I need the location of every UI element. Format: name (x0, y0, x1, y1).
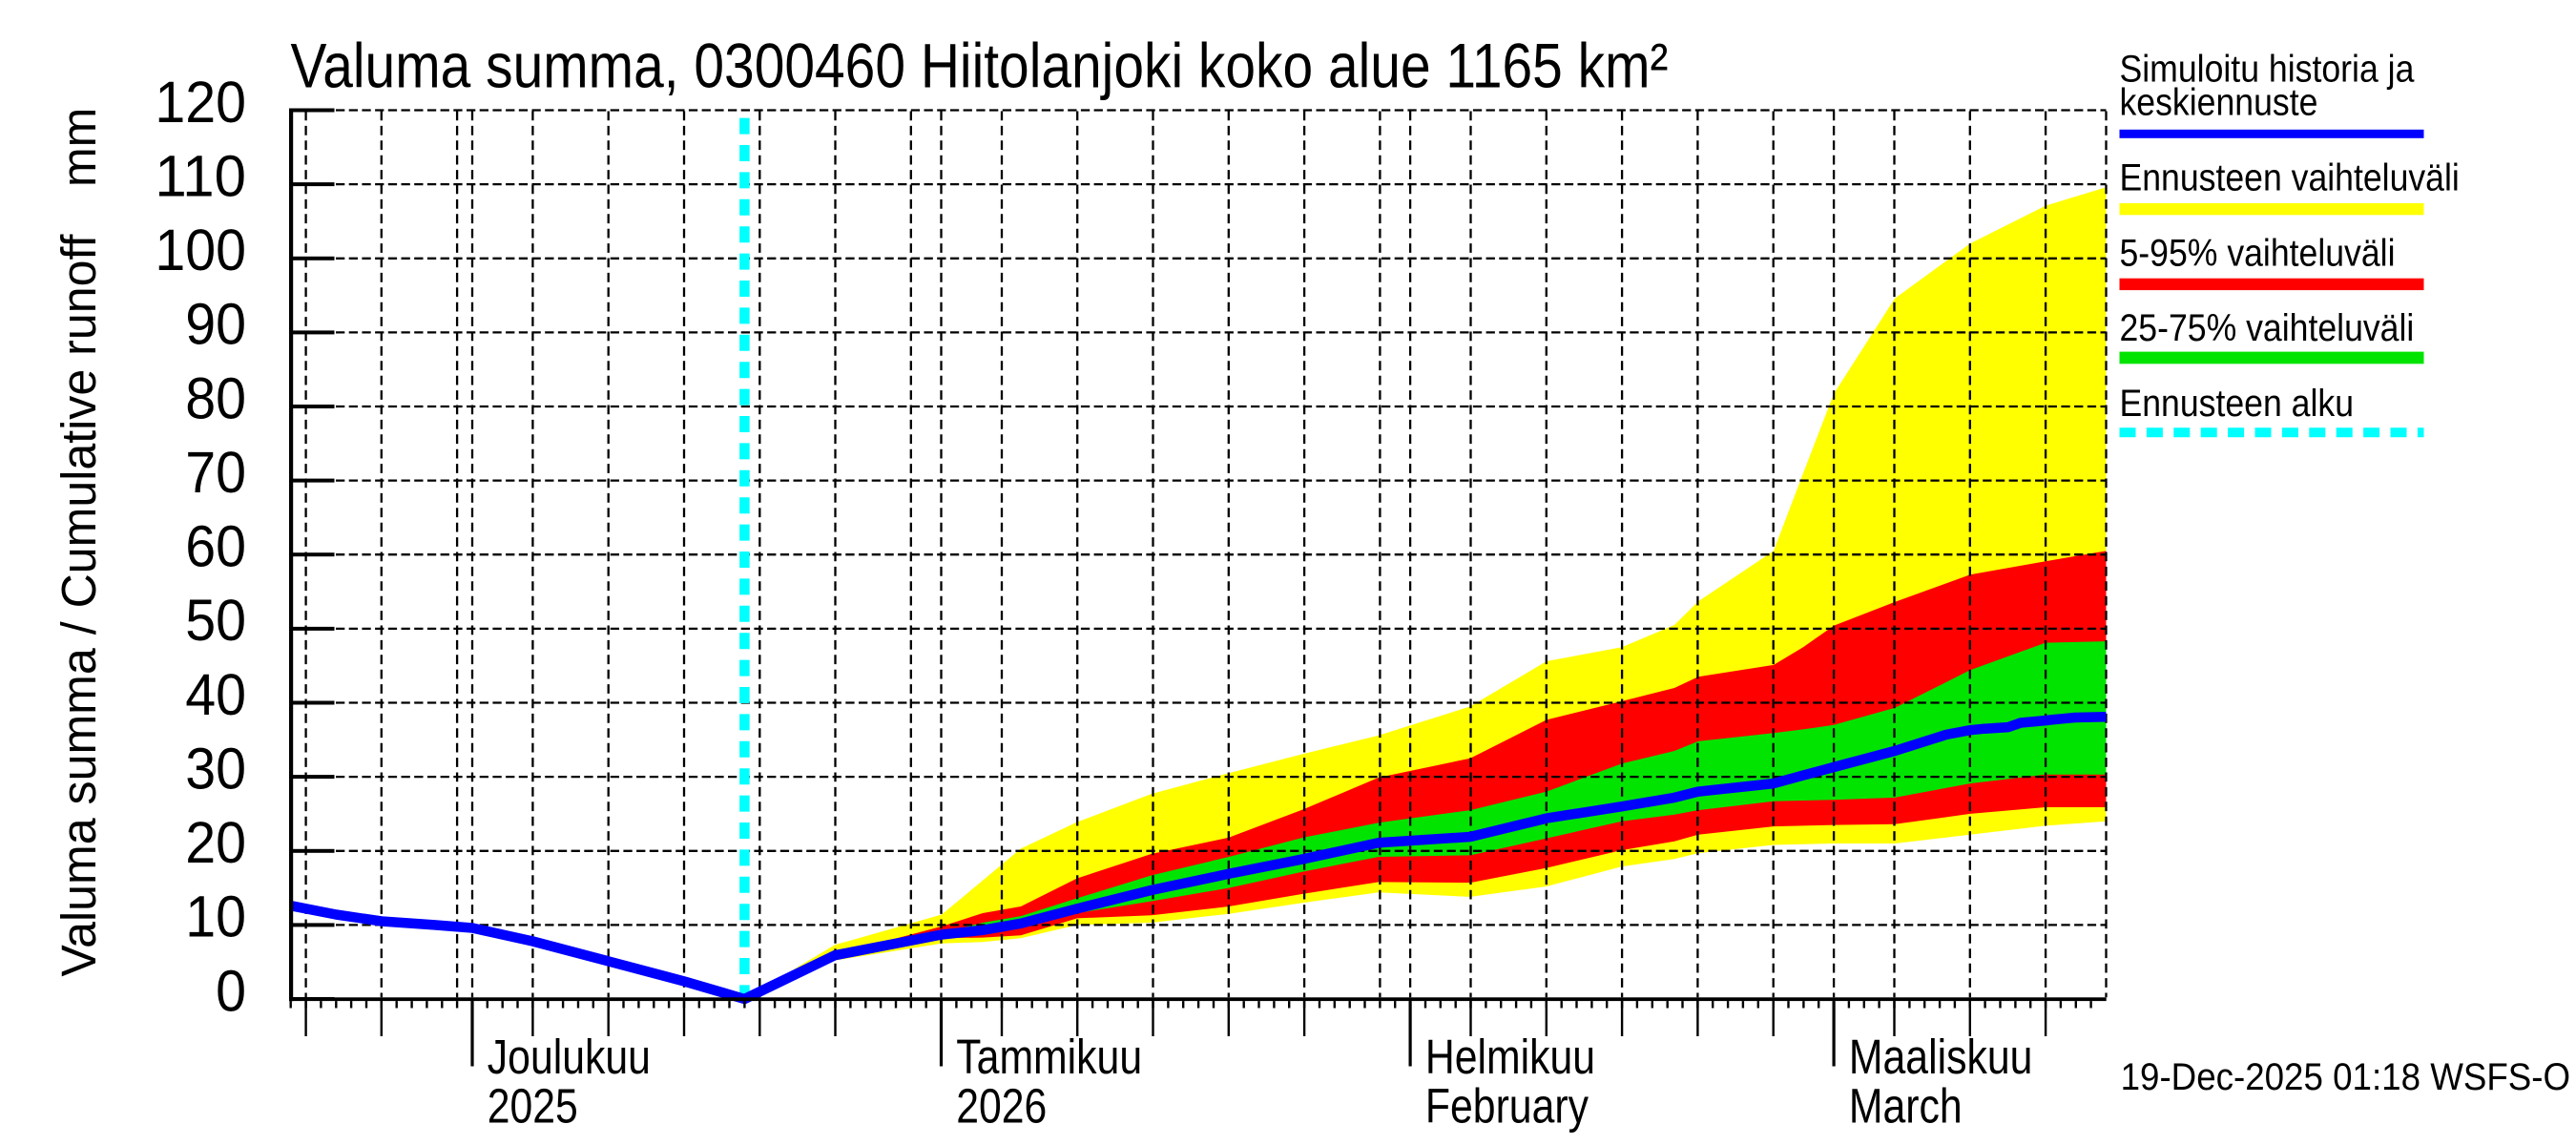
svg-text:0: 0 (216, 958, 246, 1023)
svg-text:Joulukuu: Joulukuu (488, 1030, 651, 1084)
svg-text:2026: 2026 (956, 1079, 1047, 1134)
svg-text:2025: 2025 (488, 1079, 578, 1134)
svg-text:Tammikuu: Tammikuu (956, 1030, 1142, 1084)
svg-text:80: 80 (185, 365, 246, 430)
svg-text:110: 110 (155, 143, 246, 208)
svg-text:50: 50 (185, 588, 246, 653)
svg-text:100: 100 (155, 218, 246, 282)
svg-text:25-75% vaihteluväli: 25-75% vaihteluväli (2120, 307, 2415, 349)
svg-text:120: 120 (155, 70, 246, 135)
svg-text:February: February (1425, 1079, 1589, 1134)
svg-text:mm: mm (52, 108, 106, 187)
svg-text:40: 40 (185, 662, 246, 727)
svg-text:Helmikuu: Helmikuu (1425, 1030, 1595, 1084)
svg-text:5-95% vaihteluväli: 5-95% vaihteluväli (2120, 232, 2396, 274)
svg-text:Ennusteen vaihteluväli: Ennusteen vaihteluväli (2120, 157, 2460, 199)
svg-text:30: 30 (185, 736, 246, 801)
svg-text:Simuloitu historia ja: Simuloitu historia ja (2120, 48, 2416, 90)
svg-text:Ennusteen alku: Ennusteen alku (2120, 383, 2355, 425)
svg-text:March: March (1849, 1079, 1963, 1134)
svg-text:60: 60 (185, 514, 246, 579)
svg-text:10: 10 (185, 885, 246, 949)
svg-text:19-Dec-2025 01:18 WSFS-O: 19-Dec-2025 01:18 WSFS-O (2121, 1056, 2571, 1098)
svg-text:70: 70 (185, 440, 246, 505)
svg-text:Valuma summa / Cumulative runo: Valuma summa / Cumulative runoff (52, 234, 106, 977)
svg-text:Maaliskuu: Maaliskuu (1849, 1030, 2032, 1084)
svg-text:90: 90 (185, 292, 246, 357)
svg-text:Valuma summa, 0300460 Hiitolan: Valuma summa, 0300460 Hiitolanjoki koko … (291, 30, 1669, 100)
svg-text:keskiennuste: keskiennuste (2120, 82, 2318, 124)
svg-text:20: 20 (185, 810, 246, 875)
